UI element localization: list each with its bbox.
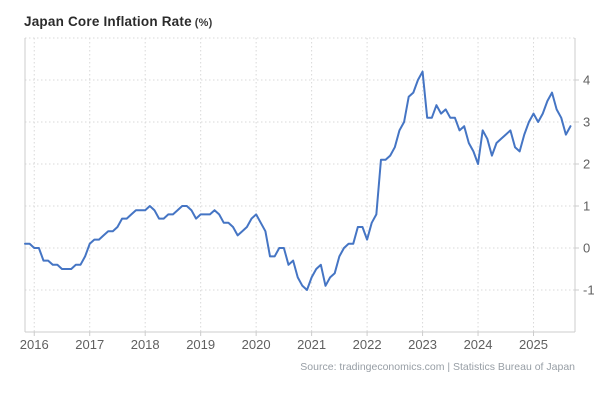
x-axis-label-2024: 2024 (464, 337, 493, 352)
chart-title: Japan Core Inflation Rate (%) (24, 14, 213, 29)
y-axis-label--1: -1 (583, 283, 595, 298)
x-axis-label-2019: 2019 (186, 337, 215, 352)
y-axis-label-1: 1 (583, 199, 590, 214)
y-axis-label-4: 4 (583, 73, 590, 88)
x-axis-label-2021: 2021 (297, 337, 326, 352)
x-axis-label-2022: 2022 (353, 337, 382, 352)
x-axis-label-2016: 2016 (20, 337, 49, 352)
y-axis-label-2: 2 (583, 157, 590, 172)
x-axis-label-2018: 2018 (131, 337, 160, 352)
chart-title-text: Japan Core Inflation Rate (24, 14, 192, 29)
x-axis-label-2017: 2017 (75, 337, 104, 352)
x-axis-label-2025: 2025 (519, 337, 548, 352)
inflation-rate-line (24, 70, 572, 291)
source-attribution: Source: tradingeconomics.com | Statistic… (300, 361, 575, 373)
y-axis-label-3: 3 (583, 115, 590, 130)
x-axis-label-2023: 2023 (408, 337, 437, 352)
chart-title-unit: (%) (194, 17, 213, 29)
x-axis-label-2020: 2020 (242, 337, 271, 352)
y-axis-label-0: 0 (583, 241, 590, 256)
